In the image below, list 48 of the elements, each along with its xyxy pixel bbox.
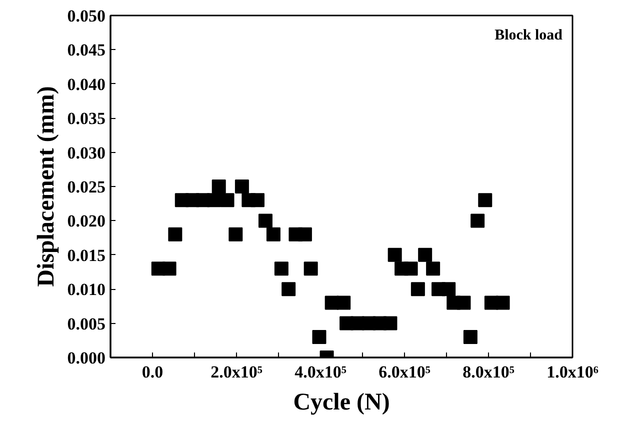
- point: [274, 262, 288, 276]
- point: [463, 330, 478, 344]
- x-tick-label: 2.0x10⁵: [210, 362, 262, 382]
- x-axis-title: Cycle (N): [293, 390, 390, 416]
- point: [312, 330, 326, 344]
- point: [228, 227, 243, 242]
- point: [168, 227, 182, 242]
- point: [418, 248, 432, 262]
- annotation: Block load: [494, 28, 564, 44]
- y-tick-label: 0.040: [67, 74, 106, 94]
- point: [456, 296, 471, 310]
- point: [234, 180, 249, 194]
- y-tick-label: 0.050: [67, 6, 106, 26]
- point: [478, 193, 492, 208]
- point: [388, 248, 402, 262]
- x-tick-label: 6.0x10⁵: [378, 362, 430, 382]
- point: [298, 227, 312, 242]
- point: [250, 193, 264, 208]
- point: [383, 316, 398, 330]
- y-tick-label: 0.020: [67, 212, 106, 231]
- point: [162, 262, 176, 276]
- x-tick-label: 1.0x10⁶: [546, 362, 598, 382]
- y-tick-label: 0.010: [67, 280, 106, 300]
- x-tick-label: 0.0: [142, 362, 164, 382]
- y-tick-label: 0.035: [67, 109, 106, 128]
- point: [266, 227, 280, 242]
- point: [220, 193, 234, 208]
- point: [282, 282, 296, 296]
- point: [258, 214, 272, 228]
- y-axis-title: Displacement (mm): [33, 86, 60, 287]
- y-tick-label: 0.045: [67, 40, 106, 60]
- point: [404, 262, 418, 276]
- point: [212, 180, 226, 194]
- y-tick-label: 0.015: [67, 246, 106, 265]
- x-tick-label: 4.0x10⁵: [294, 362, 346, 382]
- y-tick-label: 0.030: [67, 143, 106, 162]
- point: [304, 262, 318, 276]
- y-tick-label: 0.000: [67, 348, 106, 368]
- point: [410, 282, 425, 296]
- point: [496, 296, 510, 310]
- point: [442, 282, 456, 296]
- point: [470, 214, 485, 228]
- y-tick-label: 0.025: [67, 178, 106, 196]
- point: [336, 296, 351, 310]
- point: [206, 193, 221, 208]
- x-tick-label: 8.0x10⁵: [462, 362, 514, 382]
- y-tick-label: 0.005: [67, 314, 106, 334]
- point: [426, 262, 440, 276]
